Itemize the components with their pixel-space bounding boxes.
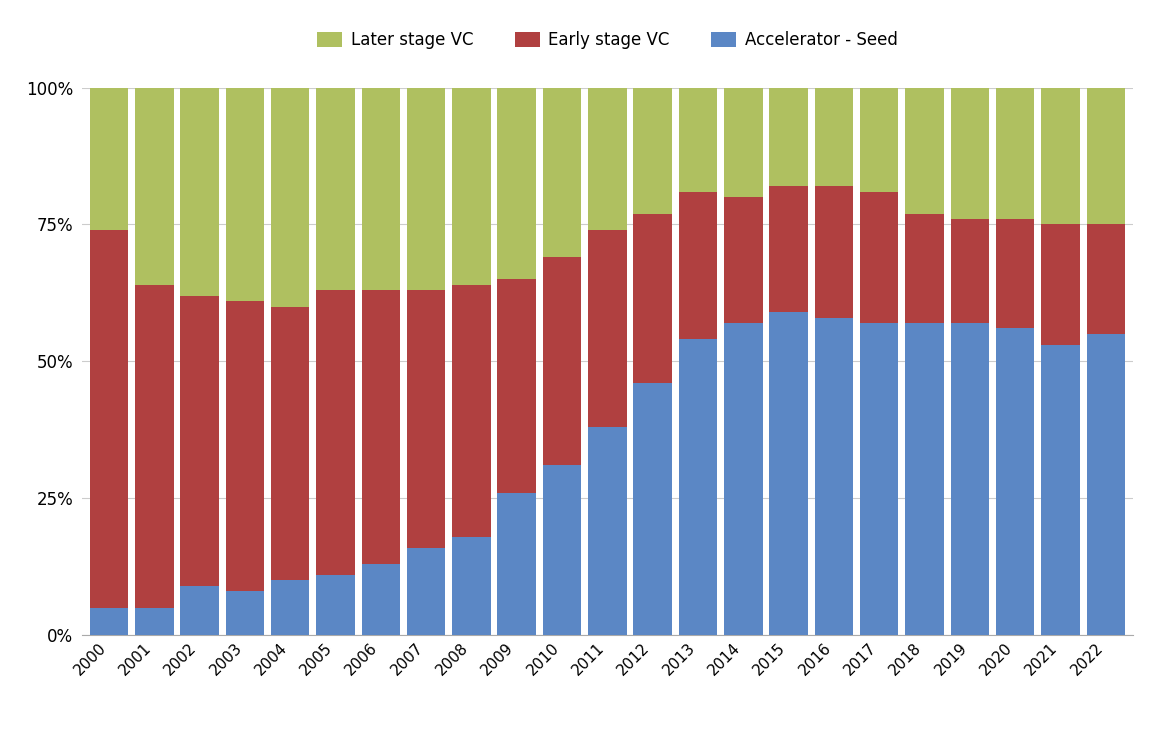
Bar	[135, 88, 174, 285]
Bar	[951, 323, 989, 635]
Bar	[996, 88, 1035, 219]
Bar	[951, 219, 989, 323]
Bar	[90, 230, 128, 607]
Bar	[951, 88, 989, 219]
Bar	[90, 607, 128, 635]
Bar	[543, 88, 582, 257]
Bar	[1041, 345, 1079, 635]
Bar	[271, 580, 310, 635]
Bar	[860, 323, 898, 635]
Bar	[996, 328, 1035, 635]
Bar	[905, 213, 944, 323]
Bar	[905, 323, 944, 635]
Bar	[543, 466, 582, 635]
Bar	[271, 88, 310, 307]
Bar	[362, 564, 401, 635]
Bar	[498, 493, 536, 635]
Bar	[633, 88, 672, 213]
Bar	[1086, 88, 1125, 224]
Bar	[135, 607, 174, 635]
Bar	[814, 318, 853, 635]
Bar	[180, 88, 218, 296]
Bar	[814, 88, 853, 186]
Bar	[770, 88, 808, 186]
Bar	[406, 548, 445, 635]
Bar	[1086, 224, 1125, 334]
Bar	[406, 290, 445, 548]
Bar	[452, 285, 491, 537]
Bar	[452, 537, 491, 635]
Bar	[860, 191, 898, 323]
Bar	[225, 591, 264, 635]
Bar	[679, 191, 717, 339]
Bar	[814, 186, 853, 318]
Bar	[180, 296, 218, 585]
Bar	[724, 197, 763, 323]
Bar	[724, 323, 763, 635]
Bar	[362, 290, 401, 564]
Bar	[770, 312, 808, 635]
Bar	[317, 575, 355, 635]
Bar	[90, 88, 128, 230]
Bar	[770, 186, 808, 312]
Bar	[996, 219, 1035, 328]
Bar	[633, 383, 672, 635]
Bar	[1086, 334, 1125, 635]
Bar	[679, 339, 717, 635]
Bar	[905, 88, 944, 213]
Bar	[589, 427, 626, 635]
Bar	[589, 230, 626, 427]
Bar	[135, 285, 174, 607]
Bar	[724, 88, 763, 197]
Bar	[1041, 224, 1079, 345]
Bar	[317, 290, 355, 575]
Bar	[860, 88, 898, 191]
Bar	[589, 88, 626, 230]
Bar	[498, 279, 536, 493]
Bar	[362, 88, 401, 290]
Bar	[633, 213, 672, 383]
Bar	[1041, 88, 1079, 224]
Bar	[498, 88, 536, 279]
Bar	[317, 88, 355, 290]
Bar	[406, 88, 445, 290]
Bar	[543, 257, 582, 466]
Bar	[679, 88, 717, 191]
Bar	[180, 585, 218, 635]
Legend: Later stage VC, Early stage VC, Accelerator - Seed: Later stage VC, Early stage VC, Accelera…	[311, 25, 904, 56]
Bar	[225, 301, 264, 591]
Bar	[225, 88, 264, 301]
Bar	[271, 307, 310, 580]
Bar	[452, 88, 491, 285]
